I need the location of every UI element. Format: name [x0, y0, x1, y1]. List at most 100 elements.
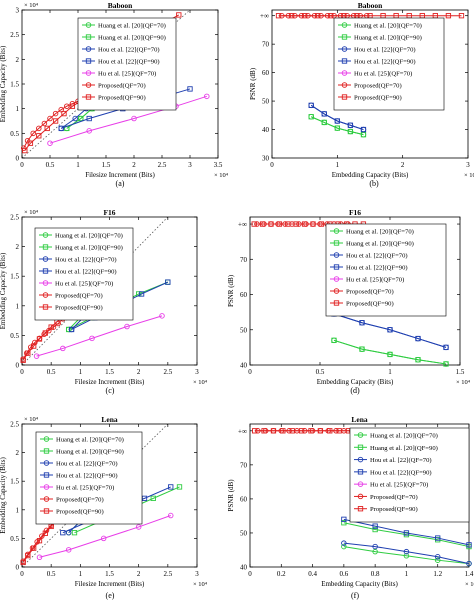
x-tick-label: 0.6	[339, 570, 348, 578]
series-4-point	[131, 115, 137, 122]
series-4	[33, 313, 165, 359]
series-6-point	[293, 221, 299, 227]
legend-label: Huang et al. [20](QF=90)	[55, 245, 123, 252]
series-2-point	[85, 46, 92, 52]
series-6-point	[328, 13, 334, 19]
series-5-point	[85, 82, 92, 88]
series-5-point	[41, 120, 48, 127]
series-6-point	[42, 304, 49, 310]
legend-label: Proposed(QF=70)	[55, 293, 103, 300]
x-tick-label: 3.5	[214, 161, 223, 169]
series-3-point	[341, 58, 348, 64]
legend: Huang et al. [20](QF=70) Huang et al. [20…	[349, 427, 470, 523]
legend-box	[35, 431, 143, 525]
x-exponent: × 10⁴	[456, 379, 471, 386]
series-0-point	[341, 22, 348, 28]
x-tick-label: 0	[270, 161, 274, 169]
series-4-point	[89, 335, 95, 342]
legend-label: Hu et al. [25](QF=70)	[346, 277, 404, 284]
panel-caption: (d)	[350, 386, 360, 395]
series-3-point	[187, 86, 193, 92]
series-4	[36, 512, 174, 561]
series-1-point	[359, 346, 365, 352]
series-1-point	[357, 444, 364, 450]
series-2-point	[372, 543, 378, 550]
series-3-point	[165, 279, 171, 285]
legend-label: Hou et al. [22](QF=70)	[346, 253, 408, 260]
y-axis-label: PSNR (dB)	[227, 479, 235, 512]
series-6-point	[252, 428, 258, 434]
x-tick-label: 0.5	[47, 368, 56, 376]
series-6-point	[36, 336, 43, 342]
legend-label: Huang et al. [20](QF=70)	[346, 229, 414, 236]
series-6-point	[36, 133, 42, 139]
series-6-point	[261, 428, 267, 434]
series-1-point	[443, 361, 449, 367]
series-6-point	[36, 538, 43, 544]
series-2-point	[42, 256, 49, 262]
x-tick-label: 1	[79, 570, 83, 578]
series-0-point	[43, 436, 50, 442]
series-1-point	[78, 115, 84, 122]
x-tick-label: 3	[466, 161, 470, 169]
series-6-point	[285, 221, 291, 227]
series-6-point	[341, 94, 348, 100]
y-tick-label: 0	[16, 155, 20, 163]
legend-label: Hu et al. [25](QF=70)	[56, 485, 114, 492]
y-axis-label: PSNR (dB)	[227, 274, 235, 307]
series-3	[308, 102, 367, 133]
x-tick-label: 2	[137, 368, 141, 376]
x-tick-label: 1.5	[105, 570, 114, 578]
series-4-point	[100, 535, 107, 542]
legend-label: Huang et al. [20](QF=70)	[55, 233, 123, 240]
series-6-point	[302, 13, 308, 19]
series-2-point	[72, 115, 78, 122]
series-3-line	[343, 518, 470, 546]
legend-box	[333, 17, 445, 111]
series-3-point	[138, 291, 145, 297]
x-tick-label: 2.5	[163, 570, 172, 578]
series-3-point	[85, 58, 92, 64]
series-0-point	[434, 557, 441, 563]
series-6-point	[301, 221, 308, 227]
series-4-line	[36, 315, 163, 357]
legend-box	[34, 227, 134, 321]
y-tick-label: 70	[240, 461, 248, 469]
series-2-point	[466, 560, 472, 567]
y-tick-label: 70	[240, 256, 248, 264]
series-5-point	[333, 288, 340, 294]
x-axis-label: Filesize Increment (Bits)	[85, 171, 155, 179]
series-3-line	[310, 104, 364, 131]
series-3-point	[168, 484, 174, 490]
series-1-point	[331, 337, 337, 343]
panel-4: 0 0.5 1 1.5 40 50 60 70 +∞ × 10⁴ F16 Embedding Capa…	[227, 208, 471, 395]
series-4-point	[36, 554, 43, 561]
x-tick-label: 2	[401, 161, 405, 169]
legend-label: Hou et al. [22](QF=70)	[354, 47, 416, 54]
series-2-point	[357, 456, 364, 463]
series-3	[341, 516, 472, 548]
panel-6: 0 0.2 0.4 0.6 0.8 1 1.2 1.4 40 50 60 70 +∞ × 10⁴ Lena E…	[227, 415, 474, 600]
series-6-point	[268, 221, 274, 227]
series-5-point	[36, 125, 42, 132]
series-2-line	[343, 542, 470, 565]
legend-label: Huang et al. [20](QF=90)	[354, 35, 422, 42]
series-4-point	[357, 481, 364, 487]
series-3-point	[86, 115, 92, 122]
series-5-point	[30, 130, 36, 137]
x-axis-label: Embedding Capacity (Bits)	[332, 171, 409, 179]
y-tick-label: 60	[262, 69, 270, 77]
legend-label: Hou et al. [22](QF=90)	[98, 59, 160, 66]
series-3-point	[43, 472, 50, 478]
legend-label: Hou et al. [22](QF=70)	[55, 257, 117, 264]
y-tick-label: +∞	[260, 12, 269, 20]
x-tick-label: 0	[20, 570, 24, 578]
y-tick-label: 2	[16, 243, 20, 251]
series-1-point	[372, 526, 378, 533]
y-tick-label: 50	[240, 326, 248, 334]
panel-caption: (b)	[369, 179, 379, 188]
chart-title: F16	[349, 208, 361, 217]
series-1-point	[333, 240, 340, 246]
series-1-point	[66, 326, 72, 333]
chart-title: Lena	[351, 415, 368, 424]
